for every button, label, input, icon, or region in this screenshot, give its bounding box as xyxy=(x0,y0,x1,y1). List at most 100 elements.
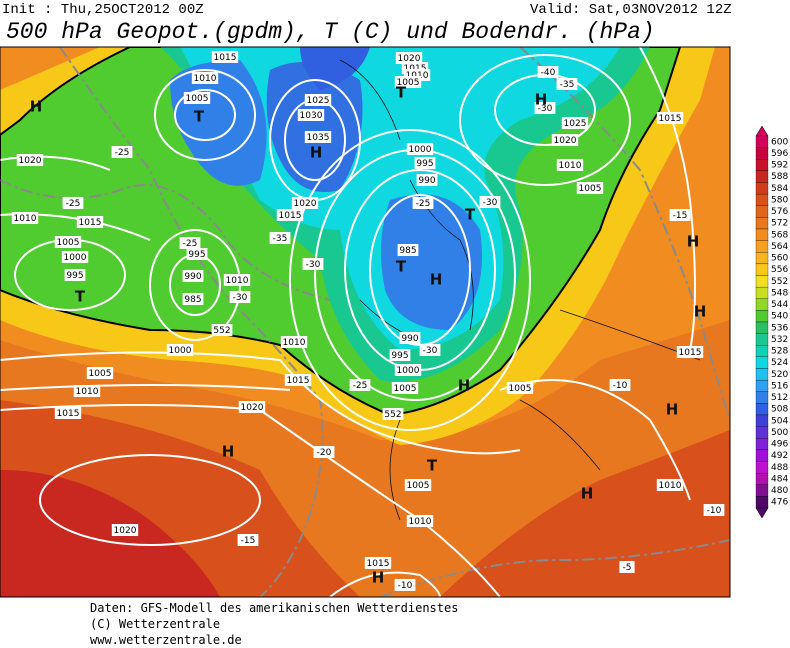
isobar-label: 1010 xyxy=(14,214,37,224)
colorbar-label: 508 xyxy=(771,405,788,415)
colorbar-label: 536 xyxy=(771,323,788,333)
temperature-label: -25 xyxy=(353,381,368,391)
colorbar-segment xyxy=(755,135,769,148)
isobar-label: 1035 xyxy=(307,133,330,143)
isobar-label-box xyxy=(414,157,436,169)
isobar-label-box xyxy=(394,364,422,376)
isobar-label-box xyxy=(397,244,419,256)
isobar-label-box xyxy=(284,374,312,386)
footer-line: www.wetterzentrale.de xyxy=(90,633,242,647)
colorbar-label: 584 xyxy=(771,184,788,194)
temperature-label-box xyxy=(237,534,259,546)
colorbar-cap xyxy=(755,507,769,519)
isobar-label: 1005 xyxy=(509,384,532,394)
temperature-label-box xyxy=(111,146,133,158)
isobar xyxy=(174,89,236,141)
isobar-label: 985 xyxy=(399,246,416,256)
temperature-label-box xyxy=(609,379,631,391)
colorbar-segment xyxy=(755,484,769,497)
colorbar-label: 520 xyxy=(771,370,788,380)
isobar-label-box xyxy=(404,479,432,491)
temperature-label-box xyxy=(703,504,725,516)
colorbar-label: 500 xyxy=(771,428,788,438)
colorbar-label: 576 xyxy=(771,207,788,217)
temperature-label-box xyxy=(302,258,324,270)
isobar-label: 1005 xyxy=(579,184,602,194)
isobar-label: 995 xyxy=(416,159,433,169)
isobar xyxy=(39,454,261,546)
colorbar-label: 492 xyxy=(771,451,788,461)
temperature-label-box xyxy=(534,102,556,114)
map-area: 1020 1010 1005 1000 995 1015 1010 1005 1015 1025 1… xyxy=(0,47,730,597)
isobar-label: 1005 xyxy=(407,481,430,491)
temperature-label: -15 xyxy=(241,536,256,546)
isobar xyxy=(639,47,696,351)
temperature-label-box xyxy=(349,379,371,391)
colorbar-label: 480 xyxy=(771,486,788,496)
colorbar-segment xyxy=(755,310,769,323)
isobar-label-box xyxy=(551,134,579,146)
isobar-label-box xyxy=(576,182,604,194)
colorbar-label: 600 xyxy=(771,137,788,147)
colorbar-label: 488 xyxy=(771,463,788,473)
colorbar-label: 596 xyxy=(771,149,788,159)
isobar-label: 990 xyxy=(418,176,435,186)
isobar-label-box xyxy=(304,131,332,143)
colorbar-segment xyxy=(755,391,769,404)
isotherm xyxy=(59,47,324,597)
pressure-center: H xyxy=(581,485,594,503)
colorbar-label: 592 xyxy=(771,161,788,171)
colorbar-segment xyxy=(755,205,769,218)
temperature-label-box xyxy=(179,237,201,249)
temperature-label: -30 xyxy=(306,260,321,270)
temperature-label: -10 xyxy=(398,581,413,591)
isobar-label-box xyxy=(389,349,411,361)
isobar-label-box xyxy=(304,94,332,106)
colorbar-label: 512 xyxy=(771,393,788,403)
colorbar-segment xyxy=(755,438,769,451)
temperature-label-box xyxy=(412,197,434,209)
colorbar-segment xyxy=(755,449,769,462)
colorbar-label: 548 xyxy=(771,288,788,298)
temperature-label: -25 xyxy=(416,199,431,209)
coastline xyxy=(339,59,701,521)
isobar-label: 1020 xyxy=(294,199,317,209)
isobar xyxy=(459,54,631,186)
isobar-label: 1005 xyxy=(394,384,417,394)
temperature-label: -25 xyxy=(183,239,198,249)
isobar-label-box xyxy=(64,269,86,281)
isobar-label-box xyxy=(86,367,114,379)
isobar-label: 995 xyxy=(188,250,205,260)
temperature-label-box xyxy=(669,209,691,221)
isobar-label: 1020 xyxy=(398,54,421,64)
isobar-label: 1020 xyxy=(19,156,42,166)
isobar-label-box xyxy=(416,174,438,186)
isobar-label-box xyxy=(276,209,304,221)
pressure-center: H xyxy=(694,303,707,321)
isobar-label-box xyxy=(182,270,204,282)
pressure-center: T xyxy=(396,84,407,102)
colorbar-segment xyxy=(755,321,769,334)
isobar xyxy=(0,384,291,391)
isobar-label-box xyxy=(391,382,419,394)
colorbar-segment xyxy=(755,193,769,206)
colorbar-label: 568 xyxy=(771,230,788,240)
isobar-label-box xyxy=(297,109,325,121)
isobar-label: 995 xyxy=(391,351,408,361)
isobar-label-box xyxy=(76,216,104,228)
isobar-label-box xyxy=(186,248,208,260)
isobar-label: 1025 xyxy=(307,96,330,106)
contour-label: 552 xyxy=(213,326,230,336)
isobar-label: 1010 xyxy=(76,387,99,397)
colorbar-segment xyxy=(755,275,769,288)
pressure-center: H xyxy=(687,233,700,251)
temperature-label: -5 xyxy=(623,563,632,573)
isobar-label-box xyxy=(54,236,82,248)
temperature-label: -30 xyxy=(538,104,553,114)
footer-line: Daten: GFS-Modell des amerikanischen Wet… xyxy=(90,601,458,615)
pressure-center: T xyxy=(396,258,407,276)
pressure-center: H xyxy=(458,377,471,395)
colorbar-label: 552 xyxy=(771,277,788,287)
isobar-label-box xyxy=(394,76,422,88)
isobar-label-box xyxy=(166,344,194,356)
